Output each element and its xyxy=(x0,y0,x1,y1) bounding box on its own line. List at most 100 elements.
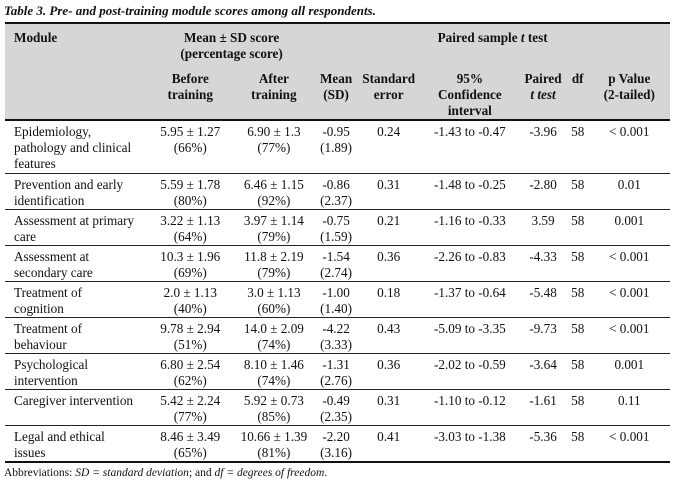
before-cell-line: (64%) xyxy=(173,228,207,244)
t-cell: -9.73 xyxy=(519,316,567,353)
after-cell-line: (77%) xyxy=(257,140,291,155)
mean-cell: -2.20 (3.16) xyxy=(315,424,357,463)
df-cell-line: 58 xyxy=(571,212,585,228)
p-cell-line: < 0.001 xyxy=(609,428,650,444)
p-cell: 0.01 xyxy=(588,172,670,209)
se-cell: 0.36 xyxy=(356,352,421,389)
df-cell: 58 xyxy=(566,388,589,425)
module-cell-line: Treatment of xyxy=(14,320,83,336)
footnote-sd: SD = standard deviation xyxy=(75,467,189,479)
mean-cell: -0.95 (1.89) xyxy=(315,119,357,173)
ci-cell-line: -1.48 to -0.25 xyxy=(433,176,506,192)
t-cell-line: -5.36 xyxy=(529,428,557,444)
footnote-prefix: Abbreviations: xyxy=(4,467,76,479)
module-cell-line: Legal and ethical xyxy=(14,428,105,444)
module-cell-line: identification xyxy=(14,192,85,208)
before-cell-line: 5.95 ± 1.27 xyxy=(160,124,221,139)
t-cell-line: -9.73 xyxy=(529,320,557,336)
header-df: df xyxy=(571,71,584,86)
ci-cell: -2.26 to -0.83 xyxy=(420,244,520,281)
table-row: Psychological intervention 6.80 ± 2.54 (62%… xyxy=(5,352,670,389)
p-cell-line: < 0.001 xyxy=(609,248,650,264)
scores-table: Module Mean ± SD score (percentage score… xyxy=(5,22,670,463)
before-cell-line: 2.0 ± 1.13 xyxy=(163,284,217,300)
before-cell-line: (66%) xyxy=(173,140,207,155)
before-cell-line: (65%) xyxy=(173,444,207,460)
before-cell: 3.22 ± 1.13 (64%) xyxy=(147,208,233,245)
mean-cell-line: -0.86 xyxy=(322,176,350,192)
mean-cell-line: -0.95 xyxy=(322,124,350,139)
t-cell-line: -4.33 xyxy=(529,248,557,264)
header-paired-label: Paired sample xyxy=(437,30,521,45)
after-cell-line: 3.0 ± 1.13 xyxy=(247,284,301,300)
header-mean-sd-label: Mean ± SD score xyxy=(183,30,280,45)
module-cell-line: care xyxy=(14,228,36,244)
df-cell-line: 58 xyxy=(571,392,585,408)
ci-cell-line: -2.26 to -0.83 xyxy=(433,248,506,264)
header-mean-sd: Mean ± SD score (percentage score) xyxy=(147,22,316,70)
mean-cell-line: (1.59) xyxy=(320,228,352,244)
after-cell: 3.0 ± 1.13 (60%) xyxy=(232,280,316,317)
mean-cell: -1.00 (1.40) xyxy=(315,280,357,317)
header-row-2: Before training After training Mean (SD) St… xyxy=(5,70,670,120)
before-cell-line: 9.78 ± 2.94 xyxy=(160,320,221,336)
after-cell: 11.8 ± 2.19 (79%) xyxy=(232,244,316,281)
se-cell-line: 0.31 xyxy=(377,176,401,192)
p-cell-line: 0.01 xyxy=(617,176,641,192)
df-cell-line: 58 xyxy=(571,356,585,372)
mean-cell-line: (2.76) xyxy=(320,372,352,388)
mean-cell-line: (3.33) xyxy=(320,336,352,352)
after-cell: 6.46 ± 1.15 (92%) xyxy=(232,172,316,209)
after-cell: 6.90 ± 1.3 (77%) xyxy=(232,119,316,173)
t-cell-line: -1.61 xyxy=(529,392,557,408)
se-cell: 0.41 xyxy=(356,424,421,463)
mean-cell-line: (2.74) xyxy=(320,264,352,280)
ci-cell: -1.48 to -0.25 xyxy=(420,172,520,209)
header-paired: Paired sample t test xyxy=(315,22,670,70)
header-se-l2: error xyxy=(373,87,404,102)
ci-cell-line: -3.03 to -1.38 xyxy=(433,428,506,444)
after-cell-line: (74%) xyxy=(257,336,291,352)
after-cell-line: 14.0 ± 2.09 xyxy=(243,320,304,336)
before-cell-line: (40%) xyxy=(173,300,207,316)
after-cell-line: (79%) xyxy=(257,228,291,244)
df-cell-line: 58 xyxy=(571,320,585,336)
header-blank xyxy=(5,70,148,120)
ci-cell-line: -1.10 to -0.12 xyxy=(433,392,506,408)
mean-cell: -4.22 (3.33) xyxy=(315,316,357,353)
p-cell: 0.001 xyxy=(588,352,670,389)
ci-cell: -1.37 to -0.64 xyxy=(420,280,520,317)
header-pt-l1: Paired xyxy=(524,71,562,86)
after-cell-line: (85%) xyxy=(257,408,291,424)
se-cell-line: 0.31 xyxy=(377,392,401,408)
header-after-l2: training xyxy=(251,87,297,102)
after-cell-line: (92%) xyxy=(257,192,291,208)
t-cell: -3.64 xyxy=(519,352,567,389)
after-cell-line: 11.8 ± 2.19 xyxy=(244,248,304,264)
ci-cell-line: -1.16 to -0.33 xyxy=(433,212,506,228)
mean-cell: -1.54 (2.74) xyxy=(315,244,357,281)
df-cell: 58 xyxy=(566,172,589,209)
module-cell: Assessment at primary care xyxy=(5,208,148,245)
after-cell-line: (74%) xyxy=(257,372,291,388)
p-cell-line: < 0.001 xyxy=(609,284,650,300)
module-cell: Psychological intervention xyxy=(5,352,148,389)
se-cell-line: 0.36 xyxy=(377,356,401,372)
before-cell: 5.42 ± 2.24 (77%) xyxy=(147,388,233,425)
module-cell: Treatment of behaviour xyxy=(5,316,148,353)
module-cell-line: features xyxy=(14,156,56,171)
ci-cell-line: -1.37 to -0.64 xyxy=(433,284,506,300)
mean-cell-line: (2.37) xyxy=(320,192,352,208)
se-cell: 0.36 xyxy=(356,244,421,281)
table-row: Treatment of behaviour 9.78 ± 2.94 (51%) 14.… xyxy=(5,316,670,353)
ci-cell-line: -5.09 to -3.35 xyxy=(433,320,506,336)
ci-cell-line: -1.43 to -0.47 xyxy=(433,124,506,139)
module-cell-line: Prevention and early xyxy=(14,176,124,192)
header-mean-l2: (SD) xyxy=(323,87,349,102)
mean-cell: -0.49 (2.35) xyxy=(315,388,357,425)
module-cell-line: Caregiver intervention xyxy=(14,392,134,408)
t-cell: -2.80 xyxy=(519,172,567,209)
mean-cell-line: (3.16) xyxy=(320,444,352,460)
p-cell-line: < 0.001 xyxy=(609,320,650,336)
table-row: Caregiver intervention 5.42 ± 2.24 (77%) 5.… xyxy=(5,388,670,425)
